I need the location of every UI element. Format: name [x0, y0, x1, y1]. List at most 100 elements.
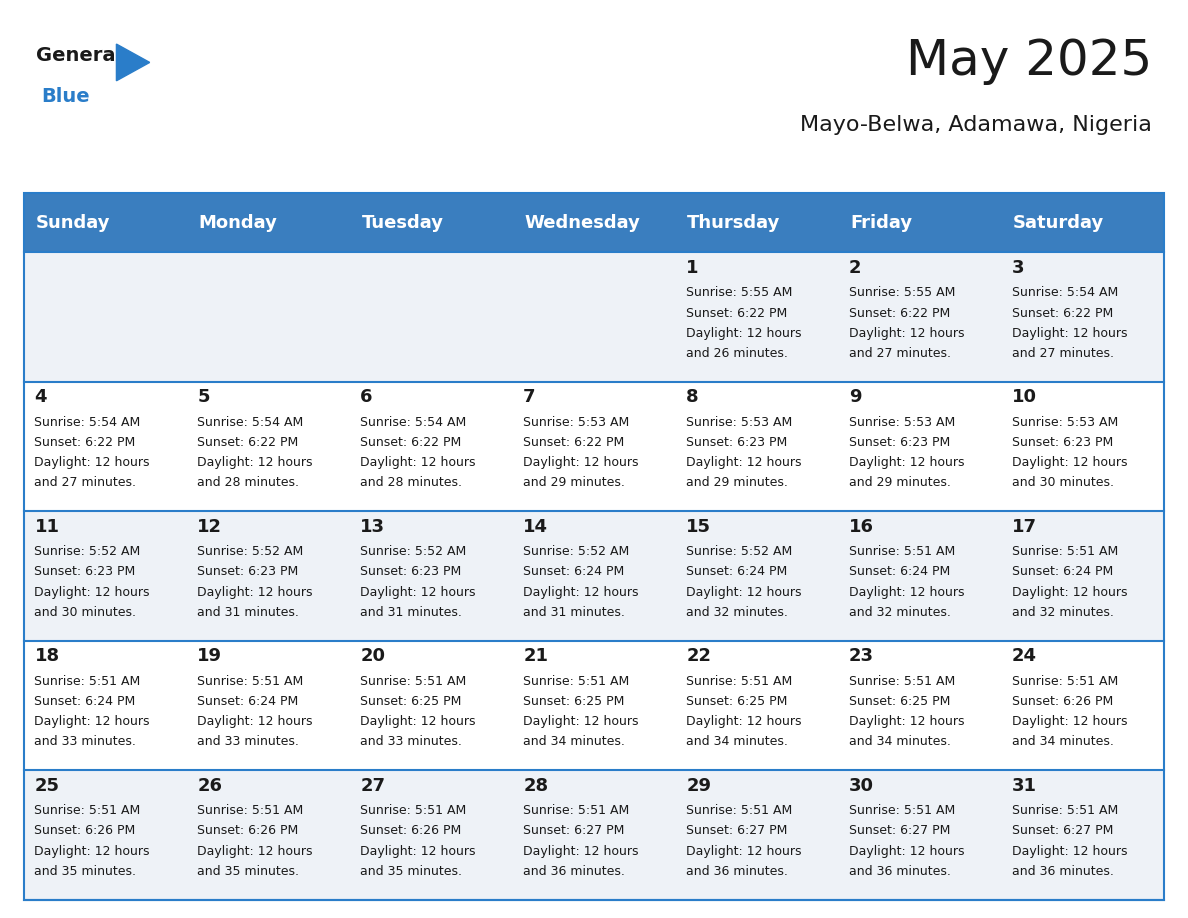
Text: and 34 minutes.: and 34 minutes.: [523, 735, 625, 748]
Text: and 29 minutes.: and 29 minutes.: [849, 476, 950, 489]
Text: and 33 minutes.: and 33 minutes.: [360, 735, 462, 748]
Text: Sunrise: 5:54 AM: Sunrise: 5:54 AM: [34, 416, 140, 429]
Text: and 28 minutes.: and 28 minutes.: [197, 476, 299, 489]
Text: Sunrise: 5:51 AM: Sunrise: 5:51 AM: [1012, 804, 1118, 817]
Text: 10: 10: [1012, 388, 1037, 407]
Text: Daylight: 12 hours: Daylight: 12 hours: [687, 456, 802, 469]
FancyBboxPatch shape: [349, 382, 512, 511]
Text: Sunset: 6:27 PM: Sunset: 6:27 PM: [849, 824, 950, 837]
Text: Sunrise: 5:51 AM: Sunrise: 5:51 AM: [197, 675, 304, 688]
Text: Saturday: Saturday: [1013, 214, 1105, 231]
FancyBboxPatch shape: [512, 770, 676, 900]
Text: 22: 22: [687, 647, 712, 666]
Text: Sunrise: 5:54 AM: Sunrise: 5:54 AM: [197, 416, 304, 429]
Polygon shape: [116, 44, 150, 81]
FancyBboxPatch shape: [349, 193, 512, 252]
Text: Sunset: 6:23 PM: Sunset: 6:23 PM: [34, 565, 135, 578]
Text: Sunset: 6:26 PM: Sunset: 6:26 PM: [360, 824, 462, 837]
Text: Sunset: 6:22 PM: Sunset: 6:22 PM: [687, 307, 788, 319]
FancyBboxPatch shape: [187, 252, 349, 382]
Text: Sunset: 6:24 PM: Sunset: 6:24 PM: [197, 695, 298, 708]
FancyBboxPatch shape: [512, 382, 676, 511]
Text: and 36 minutes.: and 36 minutes.: [523, 865, 625, 878]
Text: and 33 minutes.: and 33 minutes.: [34, 735, 137, 748]
Text: and 34 minutes.: and 34 minutes.: [849, 735, 950, 748]
Text: Daylight: 12 hours: Daylight: 12 hours: [1012, 327, 1127, 340]
FancyBboxPatch shape: [676, 511, 839, 641]
Text: and 36 minutes.: and 36 minutes.: [1012, 865, 1114, 878]
Text: and 33 minutes.: and 33 minutes.: [197, 735, 299, 748]
Text: Sunrise: 5:51 AM: Sunrise: 5:51 AM: [197, 804, 304, 817]
Text: Sunrise: 5:51 AM: Sunrise: 5:51 AM: [34, 804, 140, 817]
Text: Sunset: 6:22 PM: Sunset: 6:22 PM: [523, 436, 625, 449]
Text: Daylight: 12 hours: Daylight: 12 hours: [360, 456, 476, 469]
FancyBboxPatch shape: [24, 511, 187, 641]
Text: Sunrise: 5:54 AM: Sunrise: 5:54 AM: [1012, 286, 1118, 299]
Text: and 34 minutes.: and 34 minutes.: [1012, 735, 1114, 748]
FancyBboxPatch shape: [839, 382, 1001, 511]
Text: and 27 minutes.: and 27 minutes.: [34, 476, 137, 489]
FancyBboxPatch shape: [839, 770, 1001, 900]
FancyBboxPatch shape: [1001, 382, 1164, 511]
Text: 31: 31: [1012, 777, 1037, 795]
Text: Daylight: 12 hours: Daylight: 12 hours: [1012, 586, 1127, 599]
Text: Sunset: 6:23 PM: Sunset: 6:23 PM: [687, 436, 788, 449]
Text: Sunset: 6:27 PM: Sunset: 6:27 PM: [1012, 824, 1113, 837]
Text: Sunrise: 5:52 AM: Sunrise: 5:52 AM: [34, 545, 140, 558]
FancyBboxPatch shape: [676, 252, 839, 382]
Text: Sunrise: 5:51 AM: Sunrise: 5:51 AM: [687, 675, 792, 688]
Text: 3: 3: [1012, 259, 1024, 277]
Text: Daylight: 12 hours: Daylight: 12 hours: [1012, 456, 1127, 469]
FancyBboxPatch shape: [676, 770, 839, 900]
Text: Sunset: 6:25 PM: Sunset: 6:25 PM: [849, 695, 950, 708]
Text: Sunrise: 5:53 AM: Sunrise: 5:53 AM: [523, 416, 630, 429]
Text: and 36 minutes.: and 36 minutes.: [849, 865, 950, 878]
Text: Sunset: 6:24 PM: Sunset: 6:24 PM: [34, 695, 135, 708]
Text: 7: 7: [523, 388, 536, 407]
Text: Sunrise: 5:53 AM: Sunrise: 5:53 AM: [687, 416, 792, 429]
Text: Daylight: 12 hours: Daylight: 12 hours: [523, 845, 639, 857]
Text: Sunrise: 5:52 AM: Sunrise: 5:52 AM: [687, 545, 792, 558]
Text: Sunset: 6:24 PM: Sunset: 6:24 PM: [523, 565, 625, 578]
FancyBboxPatch shape: [512, 641, 676, 770]
Text: 13: 13: [360, 518, 385, 536]
Text: 23: 23: [849, 647, 874, 666]
FancyBboxPatch shape: [1001, 511, 1164, 641]
Text: Daylight: 12 hours: Daylight: 12 hours: [1012, 845, 1127, 857]
Text: Daylight: 12 hours: Daylight: 12 hours: [360, 845, 476, 857]
Text: 25: 25: [34, 777, 59, 795]
Text: Sunset: 6:24 PM: Sunset: 6:24 PM: [1012, 565, 1113, 578]
Text: Daylight: 12 hours: Daylight: 12 hours: [197, 586, 312, 599]
FancyBboxPatch shape: [839, 641, 1001, 770]
Text: Daylight: 12 hours: Daylight: 12 hours: [360, 715, 476, 728]
Text: Daylight: 12 hours: Daylight: 12 hours: [523, 456, 639, 469]
Text: and 28 minutes.: and 28 minutes.: [360, 476, 462, 489]
Text: Daylight: 12 hours: Daylight: 12 hours: [1012, 715, 1127, 728]
Text: Daylight: 12 hours: Daylight: 12 hours: [34, 845, 150, 857]
Text: and 32 minutes.: and 32 minutes.: [1012, 606, 1114, 619]
Text: Daylight: 12 hours: Daylight: 12 hours: [523, 586, 639, 599]
FancyBboxPatch shape: [676, 382, 839, 511]
Text: 21: 21: [523, 647, 548, 666]
Text: Daylight: 12 hours: Daylight: 12 hours: [197, 715, 312, 728]
Text: 17: 17: [1012, 518, 1037, 536]
Text: Mayo-Belwa, Adamawa, Nigeria: Mayo-Belwa, Adamawa, Nigeria: [801, 115, 1152, 135]
FancyBboxPatch shape: [187, 641, 349, 770]
Text: Sunrise: 5:51 AM: Sunrise: 5:51 AM: [523, 804, 630, 817]
FancyBboxPatch shape: [24, 770, 187, 900]
Text: Sunset: 6:26 PM: Sunset: 6:26 PM: [1012, 695, 1113, 708]
Text: Sunrise: 5:51 AM: Sunrise: 5:51 AM: [1012, 675, 1118, 688]
Text: Sunset: 6:25 PM: Sunset: 6:25 PM: [360, 695, 462, 708]
FancyBboxPatch shape: [24, 382, 187, 511]
Text: Sunset: 6:23 PM: Sunset: 6:23 PM: [197, 565, 298, 578]
Text: Sunrise: 5:51 AM: Sunrise: 5:51 AM: [849, 675, 955, 688]
Text: 5: 5: [197, 388, 210, 407]
Text: Daylight: 12 hours: Daylight: 12 hours: [34, 586, 150, 599]
Text: and 29 minutes.: and 29 minutes.: [523, 476, 625, 489]
Text: Sunset: 6:23 PM: Sunset: 6:23 PM: [849, 436, 950, 449]
FancyBboxPatch shape: [349, 641, 512, 770]
Text: Blue: Blue: [42, 87, 90, 106]
Text: and 35 minutes.: and 35 minutes.: [360, 865, 462, 878]
FancyBboxPatch shape: [187, 511, 349, 641]
Text: 14: 14: [523, 518, 548, 536]
